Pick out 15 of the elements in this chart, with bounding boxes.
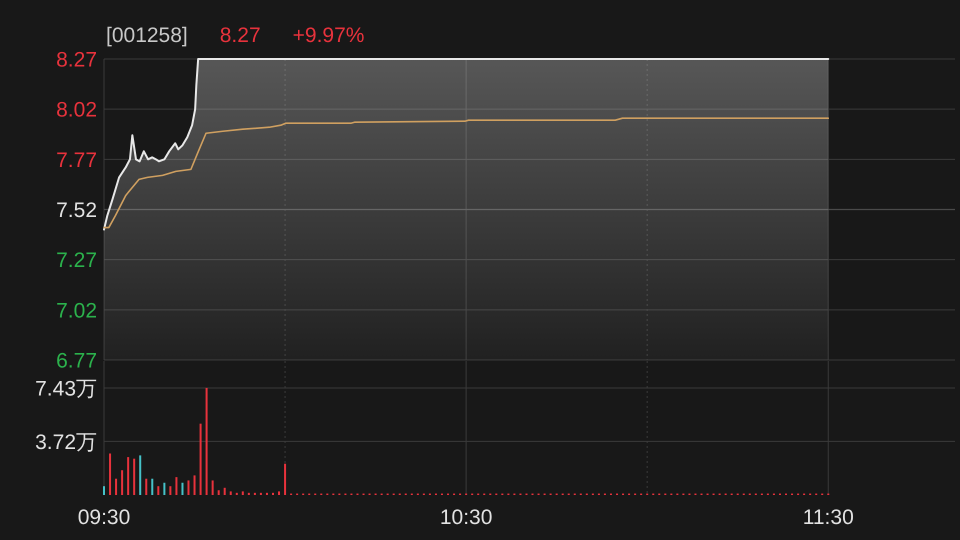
text: +9.97%	[292, 24, 364, 47]
y-tick-label: 3.72万	[35, 430, 97, 454]
x-tick-label: 11:30	[802, 506, 854, 529]
y-tick-label: 8.27	[56, 48, 97, 72]
y-tick-label: 7.52	[56, 199, 97, 222]
y-tick-label: 7.77	[56, 148, 97, 172]
x-tick-label: 10:30	[440, 506, 492, 529]
y-tick-label: 7.27	[56, 249, 97, 272]
y-tick-label: 8.02	[56, 98, 97, 122]
chart-title: [001258]	[106, 24, 188, 47]
y-tick-label: 7.43万	[35, 377, 97, 400]
x-tick-label: 09:30	[78, 506, 130, 529]
text: 8.27	[220, 24, 261, 47]
y-tick-label: 7.02	[56, 299, 97, 322]
y-tick-label: 6.77	[56, 350, 97, 372]
